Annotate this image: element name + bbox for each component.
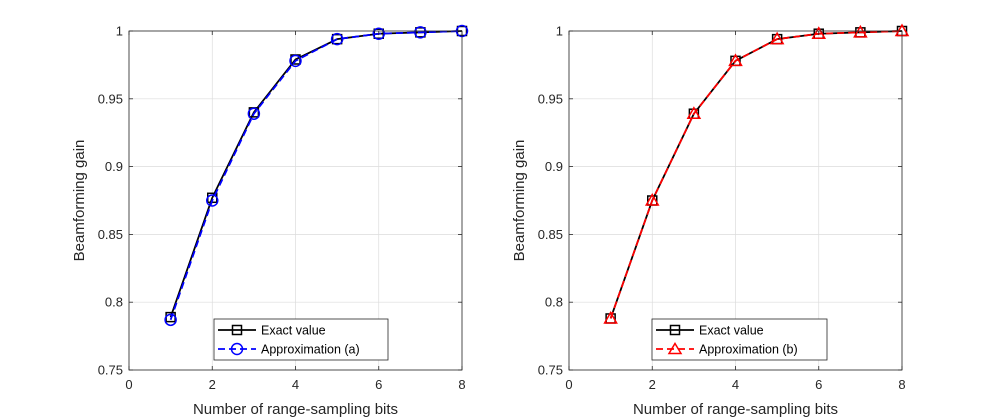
data-point-approximation-b-right-6 [853,24,868,38]
y-tick-label-right-0: 0.75 [538,363,563,378]
data-point-approximation-a-left-2 [247,107,261,120]
legend-marker-exact-right [669,324,681,336]
data-point-approximation-b-right-1 [644,192,660,206]
legend-entry-approx-left: Approximation (a) [218,343,360,357]
x-tick-label-right-3: 6 [815,377,822,392]
y-tick-label-right-2: 0.85 [538,227,563,242]
legend-marker-approx-right [667,342,683,355]
x-tick-label-right-2: 4 [732,377,739,392]
x-tick-label-left-3: 6 [375,377,382,392]
y-tick-label-left-3: 0.9 [105,159,123,174]
legend-marker-approx-left [230,342,244,356]
y-axis-label-right: Beamforming gain [511,140,528,262]
x-tick-label-right-4: 8 [898,377,905,392]
y-tick-label-right-1: 0.8 [545,295,563,310]
x-tick-label-left-2: 4 [292,377,299,392]
x-tick-label-right-0: 0 [565,377,572,392]
data-point-approximation-b-right-2 [686,106,702,119]
y-tick-label-right-4: 0.95 [538,91,563,106]
data-point-approximation-a-left-0 [164,313,177,327]
x-tick-label-left-4: 8 [458,377,465,392]
x-tick-label-left-1: 2 [209,377,216,392]
y-tick-label-right-3: 0.9 [545,159,563,174]
legend-label-exact-left: Exact value [261,324,326,338]
data-point-approximation-a-left-1 [206,194,219,207]
y-tick-label-left-0: 0.75 [98,363,123,378]
x-axis-label-right: Number of range-sampling bits [633,401,838,418]
y-axis-label-left: Beamforming gain [71,140,88,262]
data-point-approximation-a-left-6 [414,26,427,39]
x-tick-label-left-0: 0 [125,377,132,392]
y-tick-label-left-2: 0.85 [98,227,123,242]
data-point-approximation-b-right-4 [769,31,785,45]
data-point-approximation-b-right-0 [603,310,618,324]
x-axis-label-left: Number of range-sampling bits [193,401,398,418]
chart-right: 0 2 4 6 8 0.75 0.8 0.85 0.9 0.95 1 Number of range… [511,23,910,418]
y-tick-label-left-5: 1 [116,24,123,39]
series-line-approximation-b-right [609,30,903,319]
data-point-approximation-a-left-4 [330,32,344,46]
legend-entry-exact-left: Exact value [218,324,326,338]
legend-box-left [213,318,389,361]
ticks-left: 0 2 4 6 8 0.75 0.8 0.85 0.9 0.95 1 [98,24,466,393]
legend-entry-exact-right: Exact value [656,324,764,338]
legend-label-approx-left: Approximation (a) [261,343,360,357]
data-point-approximation-a-left-5 [372,27,385,40]
chart-left: 0 2 4 6 8 0.75 0.8 0.85 0.9 0.95 1 Number of range… [71,24,469,418]
legend-left: Exact value Approximation (a) [213,318,389,361]
series-line-approximation-a-left [169,30,463,321]
x-tick-label-right-1: 2 [649,377,656,392]
legend-label-exact-right: Exact value [699,324,764,338]
legend-label-approx-right: Approximation (b) [699,343,798,357]
ticks-right: 0 2 4 6 8 0.75 0.8 0.85 0.9 0.95 1 [538,24,906,393]
legend-right: Exact value Approximation (b) [651,318,828,361]
legend-entry-approx-right: Approximation (b) [656,342,798,357]
y-tick-label-left-4: 0.95 [98,91,123,106]
data-point-approximation-b-right-3 [728,53,743,67]
data-point-approximation-b-right-5 [811,26,827,39]
y-tick-label-left-1: 0.8 [105,295,123,310]
y-tick-label-right-5: 1 [556,24,563,39]
legend-marker-exact-left [231,324,243,336]
data-point-approximation-a-left-3 [289,54,302,68]
series-right [603,23,910,324]
